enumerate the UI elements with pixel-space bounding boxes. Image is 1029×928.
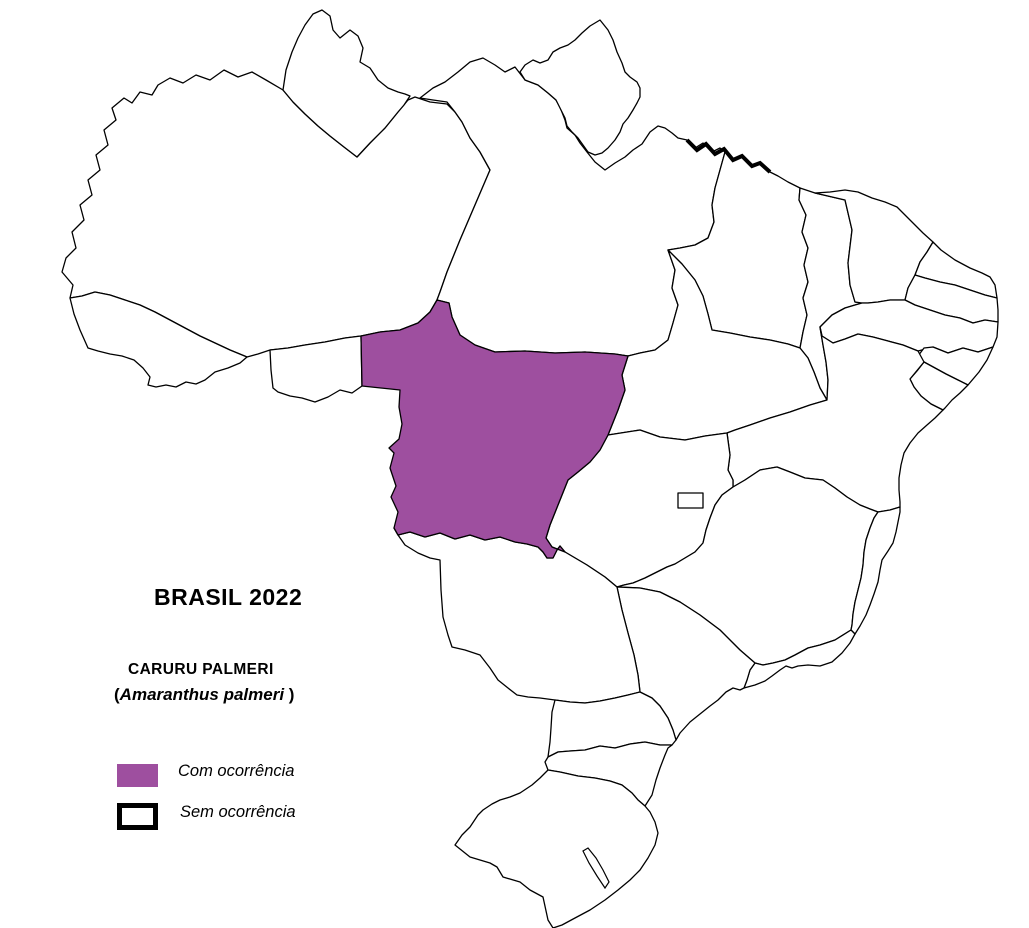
lagoa-dos-patos: [582, 847, 610, 890]
legend-swatch-sem-ocorrencia: [117, 803, 158, 830]
states-layer: AmazonasRoraimaParáAmapáAcreRondôniaMara…: [61, 9, 999, 928]
state-df: Distrito Federal: [677, 492, 704, 509]
state-rj: Rio de Janeiro: [743, 629, 856, 689]
state-ro: Rondônia: [269, 335, 363, 403]
state-es: Espírito Santo: [850, 506, 901, 635]
paren-close: ): [284, 685, 295, 704]
state-ap: Amapá: [519, 19, 641, 156]
state-ac: Acre: [69, 291, 248, 388]
map-decorations: [582, 138, 772, 890]
paren-open: (: [114, 685, 120, 704]
state-rs: Rio Grande do Sul: [454, 769, 659, 928]
state-rr: Roraima: [282, 9, 411, 158]
species-common-name: CARURU PALMERI: [128, 661, 274, 678]
state-mt: Mato Grosso: [360, 299, 629, 559]
map-title: BRASIL 2022: [154, 584, 303, 610]
legend-label-sem-ocorrencia: Sem ocorrência: [180, 803, 296, 821]
estuary-hatch-coast: [685, 138, 772, 174]
legend-label-com-ocorrencia: Com ocorrência: [178, 762, 295, 780]
scientific-name-italic: Amaranthus palmeri: [119, 685, 285, 704]
legend-swatch-com-ocorrencia: [117, 764, 158, 787]
species-scientific-name: (Amaranthus palmeri ): [114, 685, 294, 705]
